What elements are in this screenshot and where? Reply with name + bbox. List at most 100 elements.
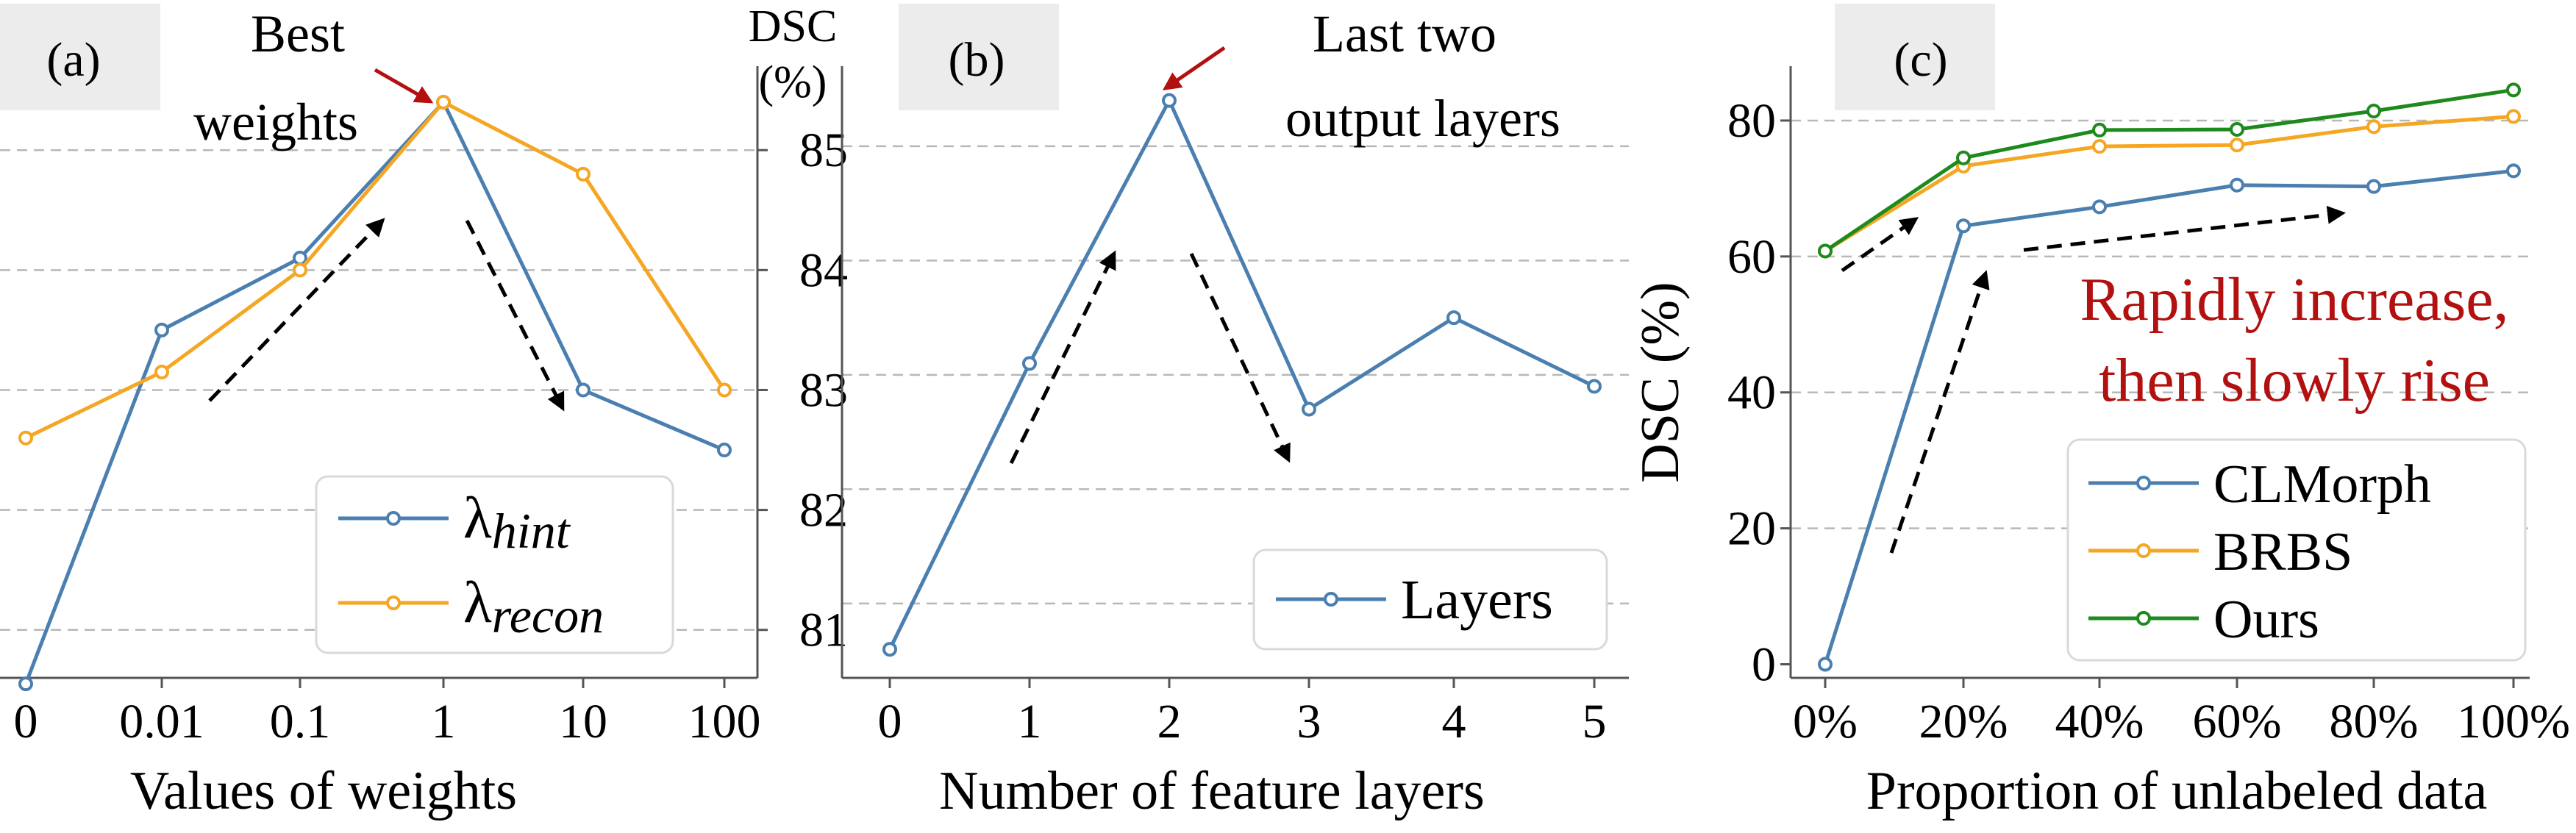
panel-a-legend: λhint λrecon <box>315 475 674 654</box>
panel-c-series-line-2 <box>1824 87 2514 253</box>
panel-c-ytick-label: 20 <box>1727 502 1776 556</box>
panel-a-point <box>436 94 451 110</box>
panel-a-ylabel-line2: (%) <box>759 57 827 107</box>
legend-label-b-0: Layers <box>1401 569 1553 631</box>
panel-c-ytick-label: 80 <box>1727 94 1776 148</box>
panel-a: (a) 81 82 83 84 85 0 0.01 0.1 1 10 100 DSC (%) Va… <box>0 1 848 821</box>
panel-c-point <box>2366 104 2381 119</box>
panel-b-annotation-line2: output layers <box>1285 89 1560 148</box>
panel-b-xtick-label: 2 <box>1157 695 1182 748</box>
legend-label-a-0: λhint <box>463 486 571 559</box>
panel-a-legend-box <box>315 475 674 654</box>
panel-a-xtick-label: 10 <box>559 695 607 748</box>
panel-b-point <box>1022 356 1037 371</box>
panel-a-point <box>154 365 169 379</box>
panel-c-legend-box <box>2066 438 2527 662</box>
panel-c-xtick-label: 80% <box>2330 695 2419 748</box>
panel-c-point <box>2092 122 2107 137</box>
panel-b-legend: Layers <box>1252 548 1608 651</box>
panel-b-xtick-label: 4 <box>1442 695 1466 748</box>
panel-b-label: (b) <box>949 33 1005 87</box>
panel-b-red-arrow <box>1162 46 1226 90</box>
legend-marker-a-0 <box>386 511 401 526</box>
panel-a-point <box>18 676 33 692</box>
panel-c-annotation-line1: Rapidly increase, <box>2080 265 2508 334</box>
panel-a-xtick-label: 100 <box>688 695 761 748</box>
panel-c-ytick-label: 40 <box>1727 366 1776 420</box>
legend-label-a-1: λrecon <box>463 571 604 643</box>
panel-a-point <box>576 166 591 182</box>
panel-c-point <box>2506 163 2521 179</box>
panel-a-ytick-label: 83 <box>799 363 848 417</box>
panel-b-point <box>1587 379 1602 394</box>
panel-a-red-arrow <box>374 68 434 104</box>
panel-c-arrow-slow <box>2023 205 2346 252</box>
panel-c: (c) 0 20 40 60 80 0% 20% 40% 60% 80% 100% Proport… <box>1630 4 2570 821</box>
panel-c-point <box>1818 657 1833 672</box>
panel-c-point <box>2230 177 2244 193</box>
panel-a-ytick-label: 84 <box>799 243 848 297</box>
panel-a-ylabel-line1: DSC <box>749 1 838 51</box>
panel-c-series-line-1 <box>1824 114 2514 253</box>
panel-a-series-line-1 <box>24 100 727 440</box>
panel-a-point <box>293 251 307 266</box>
panel-a-xtick-label: 0.1 <box>270 695 331 748</box>
panel-c-annotation-line2: then slowly rise <box>2099 346 2490 415</box>
panel-a-ytick-label: 85 <box>799 124 848 177</box>
panel-c-point <box>2230 121 2244 137</box>
panel-a-label-box <box>0 4 160 110</box>
legend-label-c-1: BRBS <box>2213 522 2352 582</box>
panel-a-xtick-label: 1 <box>432 695 456 748</box>
panel-c-xtick-label: 60% <box>2193 695 2282 748</box>
panel-c-arrow-short <box>1841 217 1919 273</box>
panel-a-down-arrow <box>465 219 565 412</box>
panel-c-point <box>2366 179 2381 194</box>
panel-a-point <box>293 262 307 278</box>
legend-marker-a-1 <box>386 596 401 610</box>
legend-label-c-0: CLMorph <box>2213 454 2431 515</box>
panel-c-xlabel: Proportion of unlabeled data <box>1866 761 2488 821</box>
panel-c-label-box <box>1835 4 1995 110</box>
panel-b-annotation-line1: Last two <box>1313 4 1496 63</box>
legend-marker-b-0 <box>1324 592 1338 607</box>
legend-marker-c-1 <box>2136 543 2151 558</box>
panel-b-point <box>882 642 897 657</box>
panel-b-up-arrow <box>1009 250 1116 465</box>
panel-c-series-line-0 <box>1823 168 2514 665</box>
panel-b-xtick-label: 0 <box>878 695 902 748</box>
panel-c-point <box>2092 199 2107 215</box>
legend-marker-c-0 <box>2136 476 2151 490</box>
panel-a-label: (a) <box>46 33 100 87</box>
panel-a-point <box>717 382 732 398</box>
panel-b-xtick-label: 3 <box>1297 695 1321 748</box>
panel-b-xtick-label: 1 <box>1018 695 1042 748</box>
panel-c-label: (c) <box>1894 33 1947 87</box>
panel-b-point <box>1446 310 1461 326</box>
panel-c-xtick-label: 100% <box>2457 695 2570 748</box>
panel-b-xtick-label: 5 <box>1583 695 1607 748</box>
panel-a-series-line-0 <box>24 100 725 685</box>
panel-c-point <box>2506 109 2521 124</box>
panel-c-point <box>1818 243 1833 259</box>
panel-c-point <box>2092 139 2107 154</box>
panel-c-point <box>2230 137 2244 153</box>
panel-c-point <box>1956 150 1971 165</box>
panel-a-xtick-label: 0.01 <box>119 695 204 748</box>
panel-c-legend: CLMorph BRBS Ours <box>2066 438 2527 662</box>
panel-a-ytick-label: 82 <box>799 484 848 537</box>
panel-a-point <box>717 443 732 458</box>
panel-a-xlabel: Values of weights <box>130 761 517 821</box>
panel-b-xlabel: Number of feature layers <box>939 761 1485 821</box>
panel-c-point <box>1956 218 1971 234</box>
panel-c-point <box>2506 82 2521 98</box>
panel-a-up-arrow <box>208 218 385 402</box>
panel-b-legend-box <box>1252 548 1608 651</box>
panel-c-xtick-label: 40% <box>2055 695 2144 748</box>
panel-b-point <box>1302 401 1316 417</box>
panel-b: (b) 0 1 2 3 4 5 Number of feature layers Last… <box>841 4 1629 821</box>
panel-c-point <box>2366 119 2381 135</box>
panel-c-xtick-label: 0% <box>1793 695 1858 748</box>
panel-b-label-box <box>899 4 1059 110</box>
panel-a-annotation-line2: weights <box>193 93 358 151</box>
